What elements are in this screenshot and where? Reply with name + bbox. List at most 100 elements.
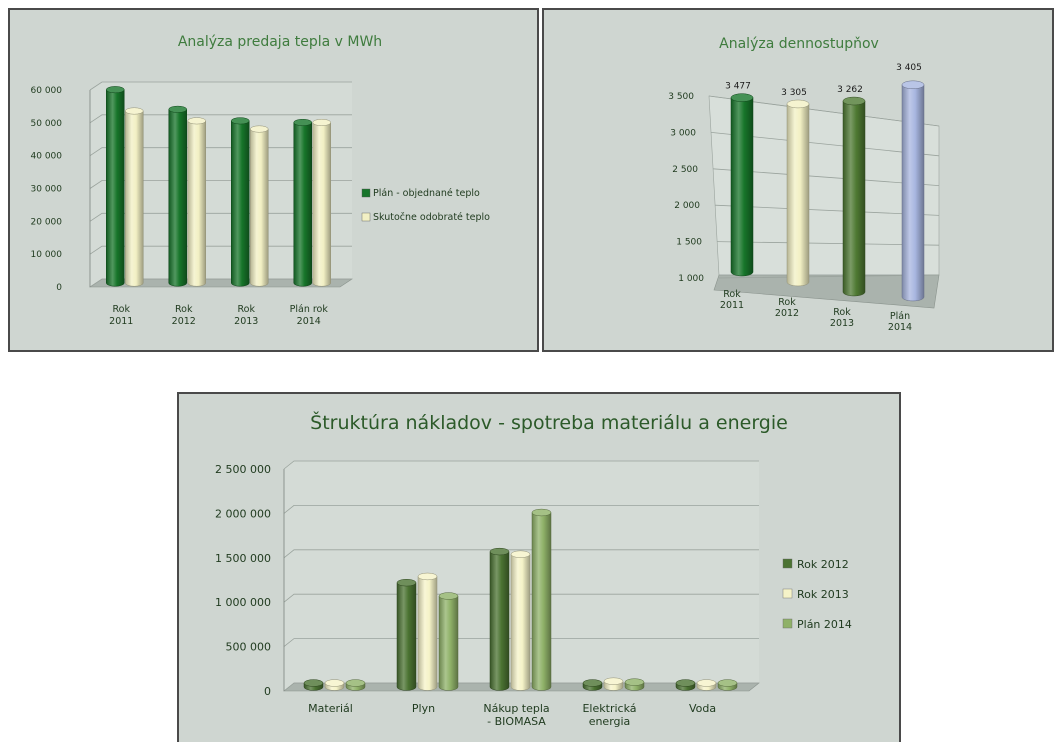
- y-tick-label: 0: [56, 283, 62, 293]
- bar-degree-days: [730, 93, 754, 277]
- gridline: [89, 114, 352, 124]
- degree-days-title: Analýza dennostupňov: [719, 36, 879, 52]
- bar-cost: [675, 679, 696, 691]
- heat-sales-chart: Analýza predaja tepla v MWh 0 10 000 20 00…: [31, 34, 491, 327]
- category-label: Rok: [238, 304, 256, 315]
- bar-actual: [312, 118, 331, 287]
- degree-days-chart: Analýza dennostupňov 1 000 1 500 2 000 2 50…: [668, 36, 940, 333]
- bar-cost: [531, 508, 552, 691]
- category-label: 2013: [830, 318, 854, 329]
- gridline: [89, 81, 352, 91]
- legend-swatch: [782, 618, 793, 629]
- gridline: [283, 505, 759, 514]
- bar-cost: [717, 679, 738, 691]
- legend-swatch: [361, 212, 371, 222]
- y-tick-label: 3 500: [668, 92, 694, 102]
- gridline: [283, 638, 759, 647]
- bar-cost: [345, 679, 366, 691]
- category-label: Nákup tepla: [483, 702, 549, 715]
- bar-plan: [168, 105, 187, 287]
- degree-days-floor: [713, 274, 940, 309]
- category-label: Rok: [113, 304, 131, 315]
- bar-degree-days: [901, 80, 925, 302]
- bar-cost: [603, 677, 624, 691]
- legend-label: Skutočne odobraté teplo: [373, 212, 490, 223]
- gridline: [283, 460, 759, 470]
- bar-actual: [125, 107, 144, 287]
- bar-cost: [303, 679, 324, 691]
- y-tick-label: 20 000: [31, 217, 63, 227]
- category-label: Rok: [778, 297, 796, 308]
- legend-label: Rok 2012: [797, 558, 849, 571]
- heat-sales-plot-area: [90, 82, 352, 287]
- y-tick-label: 1 500 000: [215, 552, 271, 565]
- bar-cost: [696, 679, 717, 691]
- legend-swatch: [782, 558, 793, 569]
- y-tick-label: 2 500 000: [215, 463, 271, 476]
- legend-swatch: [782, 588, 793, 599]
- y-tick-label: 2 500: [672, 165, 698, 175]
- heat-sales-title: Analýza predaja tepla v MWh: [178, 34, 382, 50]
- bar-cost: [396, 578, 417, 691]
- y-tick-label: 1 000 000: [215, 596, 271, 609]
- y-tick-label: 10 000: [31, 250, 63, 260]
- y-tick-label: 1 000: [678, 274, 704, 284]
- bar-cost: [489, 547, 510, 691]
- legend-label: Plán - objednané teplo: [373, 188, 480, 199]
- bar-plan: [293, 118, 312, 287]
- y-tick-label: 1 500: [676, 238, 702, 248]
- bar-degree-days: [842, 96, 866, 297]
- category-label: 2014: [888, 322, 912, 333]
- category-label: Plán: [890, 311, 910, 322]
- category-label: 2011: [720, 300, 744, 311]
- legend-label: Rok 2013: [797, 588, 849, 601]
- y-tick-label: 3 000: [670, 128, 696, 138]
- category-label: Elektrická: [582, 702, 636, 715]
- gridline: [283, 593, 759, 603]
- y-tick-label: 0: [264, 685, 271, 698]
- category-label: 2014: [297, 316, 321, 327]
- category-label: 2011: [109, 316, 133, 327]
- legend-label: Plán 2014: [797, 618, 852, 631]
- bar-cost: [510, 550, 531, 691]
- data-label: 3 405: [896, 63, 922, 73]
- gridline: [89, 212, 352, 222]
- category-label: Plyn: [412, 702, 435, 715]
- category-label: - BIOMASA: [487, 715, 546, 728]
- category-label: Voda: [689, 702, 716, 715]
- category-label: 2012: [775, 308, 799, 319]
- bar-actual: [250, 125, 269, 287]
- bar-plan: [231, 117, 250, 287]
- bar-cost: [624, 678, 645, 691]
- y-tick-label: 500 000: [226, 641, 272, 654]
- category-label: Rok: [175, 304, 193, 315]
- data-label: 3 262: [837, 85, 863, 95]
- gridline: [89, 147, 352, 156]
- bar-actual: [187, 117, 206, 287]
- category-label: Rok: [833, 307, 851, 318]
- data-label: 3 477: [725, 82, 751, 92]
- category-label: Materiál: [308, 702, 353, 715]
- bar-cost: [324, 679, 345, 691]
- gridline: [89, 180, 352, 189]
- cost-structure-chart: Štruktúra nákladov - spotreba materiálu …: [215, 410, 852, 728]
- bar-plan: [106, 86, 125, 287]
- gridline: [283, 549, 759, 559]
- chart-panel-cost-structure: Štruktúra nákladov - spotreba materiálu …: [177, 392, 901, 742]
- chart-panel-heat-sales: Analýza predaja tepla v MWh 0 10 000 20 00…: [8, 8, 539, 352]
- category-label: energia: [589, 715, 631, 728]
- cost-structure-title: Štruktúra nákladov - spotreba materiálu …: [310, 410, 788, 434]
- category-label: 2013: [234, 316, 258, 327]
- y-tick-label: 30 000: [31, 185, 63, 195]
- y-tick-label: 50 000: [31, 119, 63, 129]
- gridline: [89, 245, 352, 255]
- legend-swatch: [361, 188, 371, 198]
- bar-cost: [582, 679, 603, 691]
- bar-cost: [417, 572, 438, 691]
- bar-degree-days: [786, 99, 810, 287]
- category-label: Rok: [723, 289, 741, 300]
- data-label: 3 305: [781, 88, 807, 98]
- y-tick-label: 60 000: [31, 86, 63, 96]
- chart-panel-degree-days: Analýza dennostupňov 1 000 1 500 2 000 2 50…: [542, 8, 1054, 352]
- y-tick-label: 40 000: [31, 152, 63, 162]
